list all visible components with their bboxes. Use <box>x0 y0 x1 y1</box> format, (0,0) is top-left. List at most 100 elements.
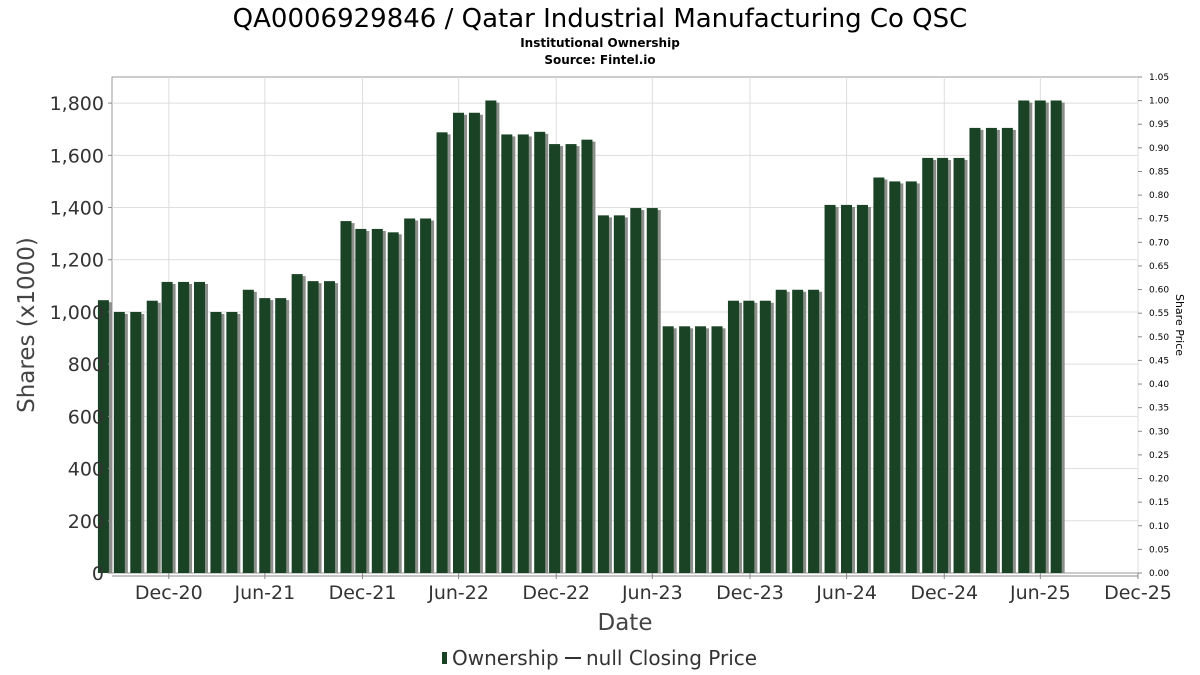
ownership-bar <box>485 100 497 573</box>
ownership-bar <box>420 218 432 573</box>
ownership-bar <box>178 281 190 573</box>
right-axis-label: Share Price <box>1173 294 1186 356</box>
right-tick-label: 0.75 <box>1149 215 1169 225</box>
ownership-bar <box>387 232 399 574</box>
ownership-bar <box>824 204 836 574</box>
ownership-bar <box>775 289 787 573</box>
ownership-bar <box>808 289 820 573</box>
ownership-bar <box>259 298 271 573</box>
ownership-bar <box>630 208 642 574</box>
x-tick-label: Jun-21 <box>233 582 295 604</box>
chart-source: Source: Fintel.io <box>544 53 655 67</box>
x-tick-label: Dec-23 <box>716 582 784 604</box>
right-tick-label: 0.80 <box>1149 191 1169 201</box>
y-tick-label: 1,200 <box>50 250 104 272</box>
ownership-bar <box>436 132 448 574</box>
right-tick-label: 0.70 <box>1149 238 1169 248</box>
ownership-bar <box>355 228 367 574</box>
ownership-bar <box>468 112 480 573</box>
ownership-bar <box>953 157 965 573</box>
legend: Ownership null Closing Price <box>442 646 757 670</box>
ownership-bar <box>565 144 577 574</box>
right-tick-label: 0.35 <box>1149 404 1169 414</box>
ownership-bar <box>727 300 739 573</box>
ownership-bar <box>193 281 205 573</box>
ownership-bar <box>889 181 901 573</box>
x-tick-label: Jun-24 <box>815 582 877 604</box>
right-tick-label: 0.45 <box>1149 356 1169 366</box>
x-tick-label: Dec-20 <box>135 582 203 604</box>
y-tick-label: 1,600 <box>50 145 104 167</box>
ownership-bar <box>1050 100 1062 573</box>
right-axis-ticks: 0.00 0.05 0.10 0.15 0.20 0.25 0.30 0.35 0.40 0.45… <box>1138 73 1169 579</box>
x-tick-label: Jun-22 <box>427 582 489 604</box>
legend-price-label: null Closing Price <box>586 646 757 670</box>
right-tick-label: 1.00 <box>1149 97 1169 107</box>
x-axis-label: Date <box>598 610 653 636</box>
ownership-bar <box>307 281 319 573</box>
ownership-bar <box>210 311 222 573</box>
y-tick-label: 800 <box>68 354 104 376</box>
ownership-bar <box>226 311 238 573</box>
ownership-bar <box>242 289 254 573</box>
ownership-bars <box>97 100 1065 574</box>
right-tick-label: 0.65 <box>1149 262 1169 272</box>
right-tick-label: 0.10 <box>1149 522 1169 532</box>
ownership-bar <box>759 300 771 573</box>
ownership-bar <box>549 144 561 574</box>
ownership-bar <box>97 300 109 573</box>
x-tick-label: Dec-22 <box>522 582 590 604</box>
ownership-bar <box>873 177 885 574</box>
y-axis-ticks: 0 200 400 600 800 1,000 1,200 1,400 1,600 1,800 <box>50 93 112 585</box>
ownership-bar <box>501 134 513 573</box>
ownership-bar <box>581 139 593 573</box>
ownership-bar <box>985 127 997 573</box>
y-tick-label: 400 <box>68 459 104 481</box>
right-tick-label: 0.40 <box>1149 380 1169 390</box>
x-axis-ticks: Dec-20 Jun-21 Dec-21 Jun-22 Dec-22 Jun-23 Dec-… <box>135 573 1172 604</box>
ownership-bar <box>646 208 658 574</box>
ownership-bar <box>792 289 804 573</box>
ownership-bar <box>679 326 691 573</box>
x-tick-label: Jun-25 <box>1009 582 1071 604</box>
ownership-bar <box>922 157 934 573</box>
ownership-bar <box>404 218 416 573</box>
right-tick-label: 0.85 <box>1149 167 1169 177</box>
x-tick-label: Dec-24 <box>910 582 978 604</box>
right-tick-label: 0.20 <box>1149 475 1169 485</box>
ownership-bar <box>937 157 949 573</box>
y-tick-label: 1,800 <box>50 93 104 115</box>
y-axis-label: Shares (x1000) <box>14 237 40 413</box>
ownership-bar <box>841 204 853 574</box>
y-tick-label: 0 <box>92 563 104 585</box>
chart-title: QA0006929846 / Qatar Industrial Manufact… <box>233 4 968 34</box>
ownership-bar <box>743 300 755 573</box>
right-tick-label: 0.90 <box>1149 144 1169 154</box>
ownership-bar <box>969 127 981 573</box>
y-tick-label: 1,000 <box>50 302 104 324</box>
y-tick-label: 600 <box>68 406 104 428</box>
ownership-bar <box>146 300 158 573</box>
right-tick-label: 0.25 <box>1149 451 1169 461</box>
ownership-bar <box>517 134 529 573</box>
x-tick-label: Dec-25 <box>1104 582 1172 604</box>
x-tick-label: Jun-23 <box>621 582 683 604</box>
right-tick-label: 0.95 <box>1149 120 1169 130</box>
ownership-bar <box>324 281 336 573</box>
right-tick-label: 0.15 <box>1149 498 1169 508</box>
ownership-bar <box>1034 100 1046 573</box>
x-tick-label: Dec-21 <box>329 582 397 604</box>
ownership-bar <box>1001 127 1013 573</box>
ownership-bar <box>905 181 917 573</box>
ownership-bar <box>453 112 465 573</box>
ownership-bar <box>161 281 173 573</box>
right-tick-label: 0.30 <box>1149 427 1169 437</box>
ownership-bar <box>291 274 303 573</box>
ownership-bar <box>856 204 868 574</box>
right-tick-label: 0.05 <box>1149 545 1169 555</box>
ownership-bar <box>711 326 723 573</box>
chart-subtitle: Institutional Ownership <box>520 36 680 50</box>
right-tick-label: 0.55 <box>1149 309 1169 319</box>
y-tick-label: 1,400 <box>50 198 104 220</box>
